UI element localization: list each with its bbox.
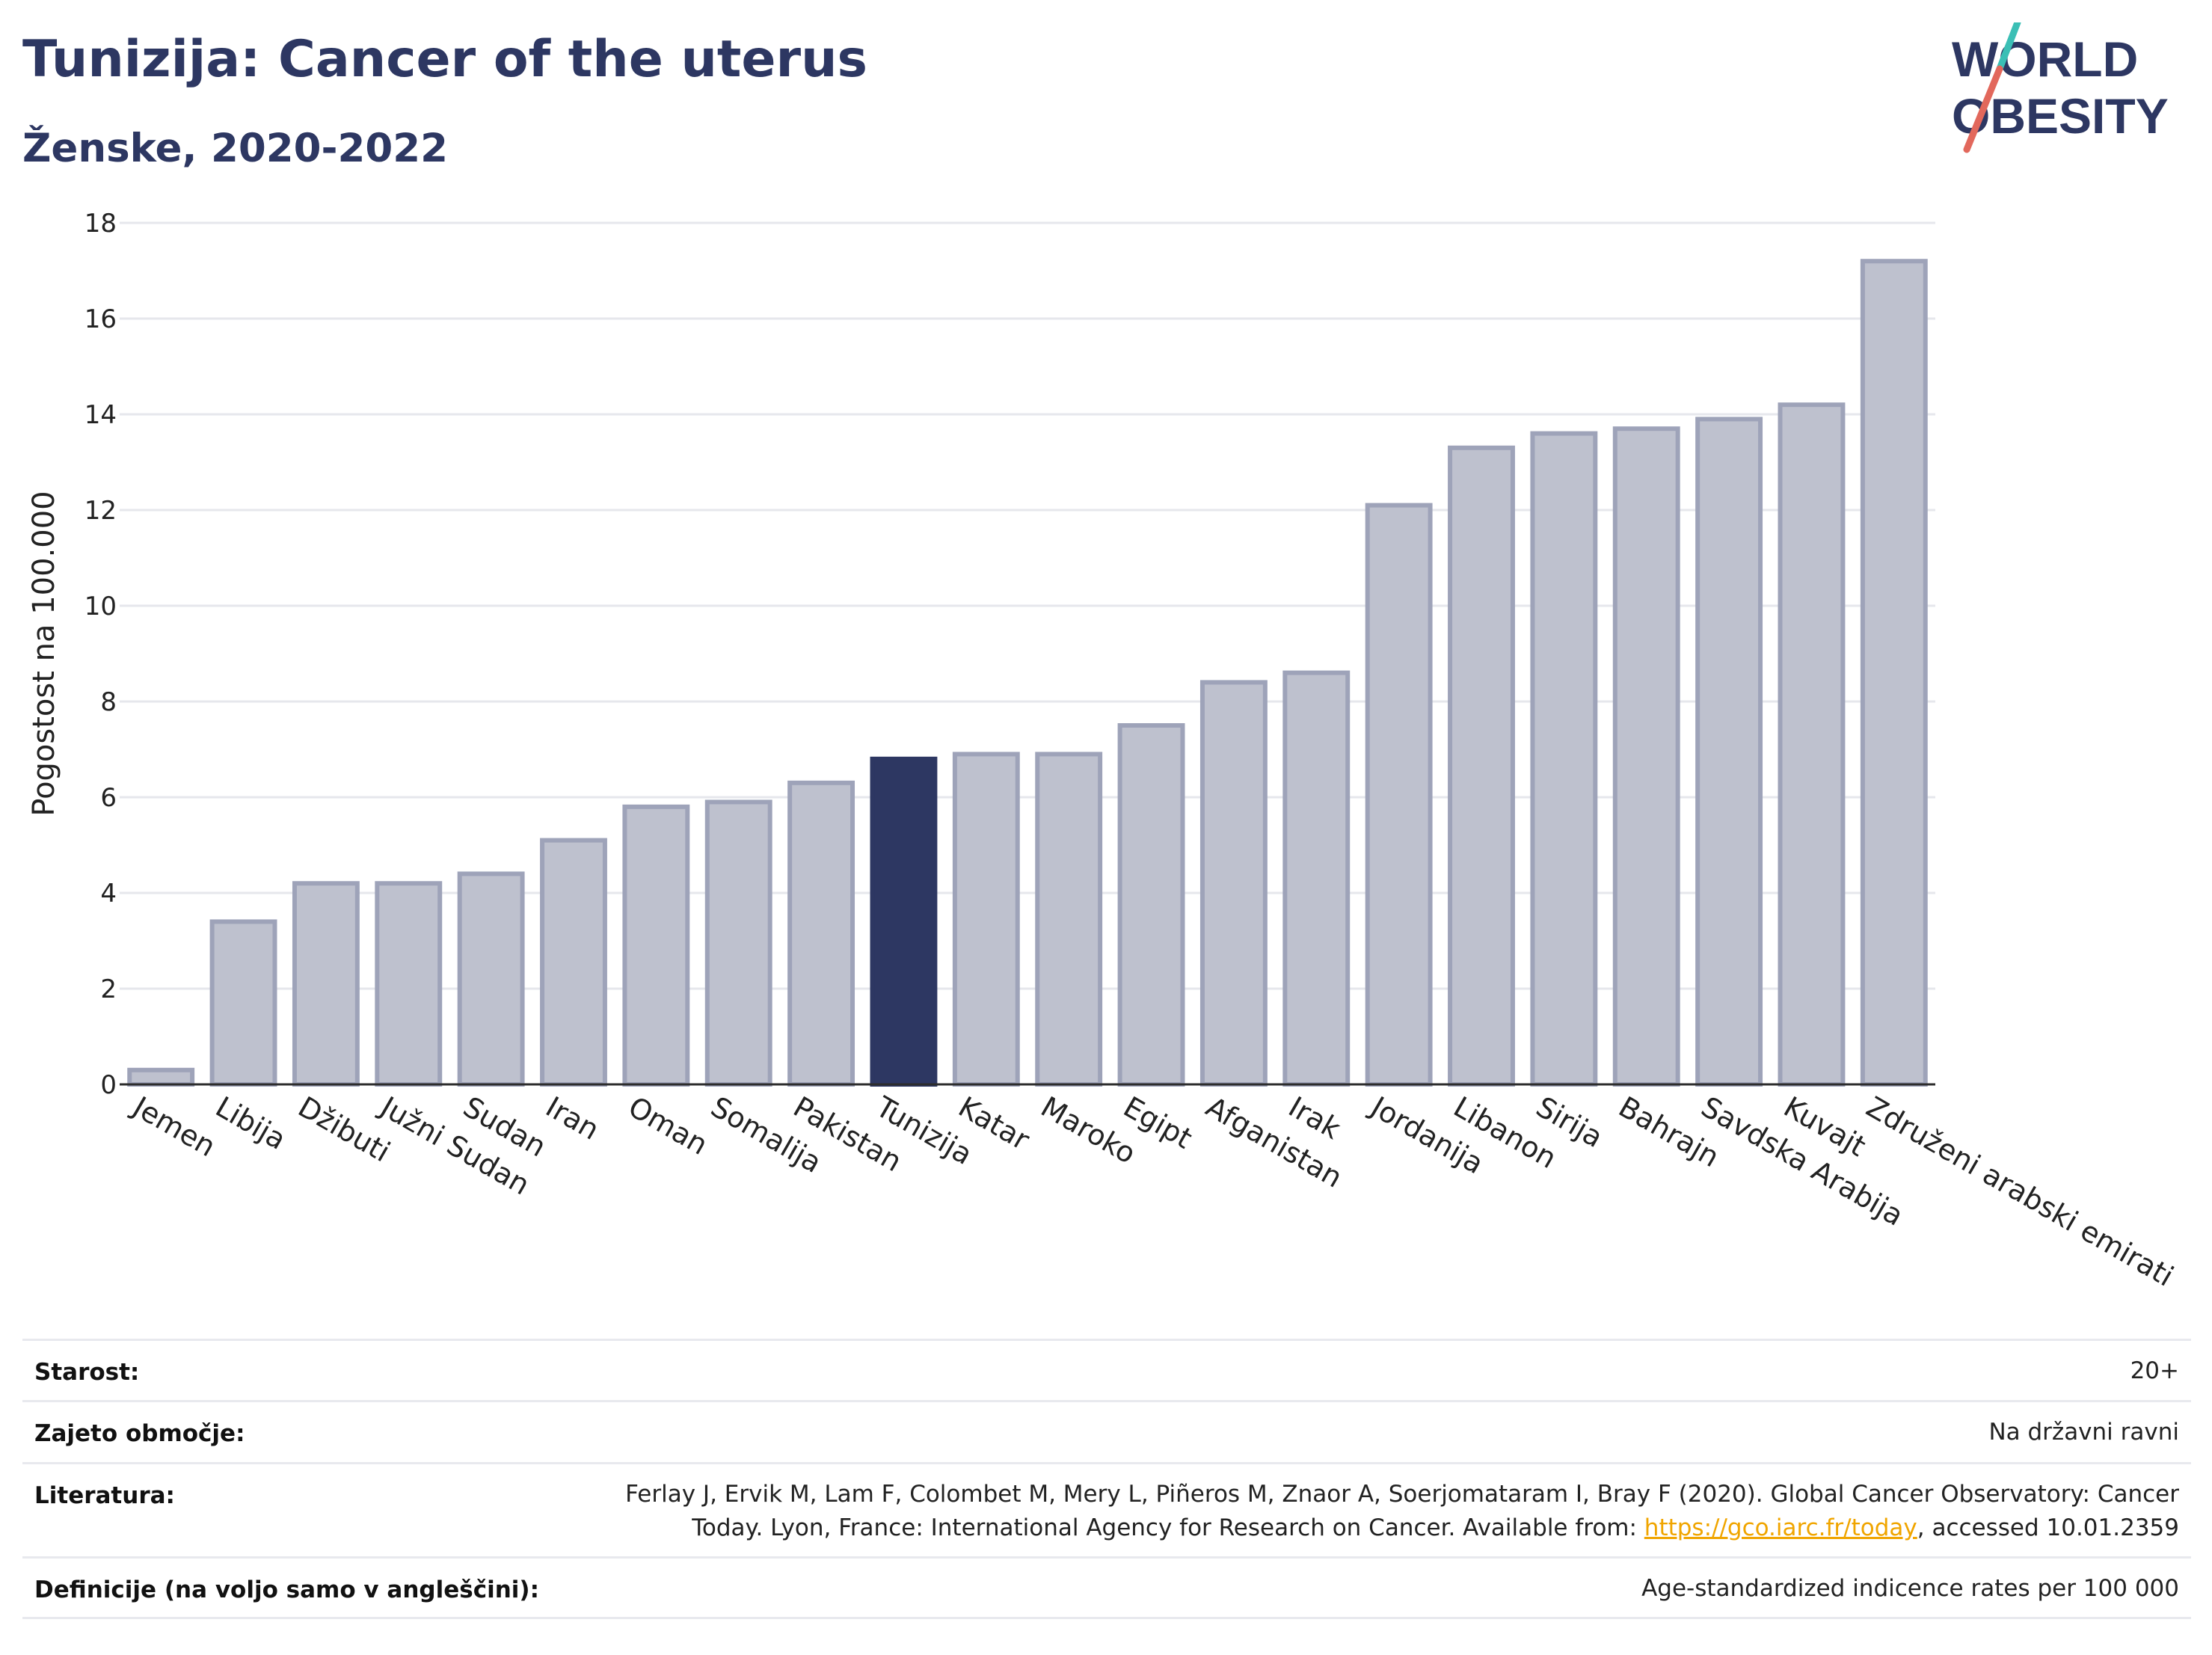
x-tick-label: Maroko	[1036, 1090, 1142, 1170]
meta-age-label: Starost:	[34, 1359, 140, 1386]
page-subtitle: Ženske, 2020-2022	[22, 126, 449, 171]
meta-row-definitions: Definicije (na voljo samo v angleščini):…	[22, 1556, 2191, 1619]
y-tick-label: 4	[100, 879, 117, 909]
literature-line-2-end: , accessed 10.01.2359	[1917, 1514, 2179, 1541]
literature-line-2-start: Today. Lyon, France: International Agenc…	[692, 1514, 1644, 1541]
metadata-bottom-border	[22, 1617, 2191, 1619]
bar	[1695, 417, 1763, 1087]
bar	[375, 881, 443, 1087]
bar	[292, 881, 360, 1087]
meta-row-age: Starost: 20+	[22, 1339, 2191, 1402]
bar	[1612, 426, 1680, 1087]
x-tick-label: Združeni arabski emirati	[1861, 1090, 2179, 1293]
meta-definitions-value: Age-standardized indicence rates per 100…	[1641, 1575, 2179, 1602]
y-tick-labels: 0 2 4 6 8 10 12 14 16 18	[85, 209, 117, 1100]
logo-text-world: WORLD	[1952, 31, 2138, 87]
y-tick-label: 16	[85, 304, 117, 334]
bar	[1448, 445, 1515, 1087]
bar	[1860, 259, 1928, 1087]
bar	[1530, 431, 1598, 1087]
meta-area-label: Zajeto območje:	[34, 1420, 245, 1447]
x-tick-label: Džibuti	[292, 1090, 396, 1169]
bar	[457, 871, 525, 1087]
world-obesity-logo: WORLD OBESITY	[1952, 22, 2169, 153]
bar	[1199, 680, 1268, 1087]
bar	[540, 838, 607, 1087]
y-tick-label: 8	[100, 687, 117, 717]
meta-definitions-label: Definicije (na voljo samo v angleščini):	[34, 1576, 539, 1603]
literature-line-1: Ferlay J, Ervik M, Lam F, Colombet M, Me…	[625, 1481, 2179, 1508]
literature-link[interactable]: https://gco.iarc.fr/today	[1644, 1514, 1917, 1541]
bar	[209, 919, 277, 1087]
bar	[1778, 402, 1846, 1087]
logo-slash-red-icon	[1963, 65, 2003, 153]
bar	[1282, 670, 1351, 1087]
bar	[952, 752, 1020, 1087]
x-tick-label: Libija	[210, 1090, 292, 1156]
meta-row-area: Zajeto območje: Na državni ravni	[22, 1400, 2191, 1464]
y-tick-label: 12	[85, 496, 117, 526]
page-title: Tunizija: Cancer of the uterus	[22, 30, 867, 89]
y-tick-label: 10	[85, 592, 117, 621]
meta-age-value: 20+	[2130, 1357, 2179, 1384]
meta-area-value: Na državni ravni	[1988, 1419, 2179, 1446]
bars	[127, 259, 1928, 1087]
y-tick-label: 6	[100, 783, 117, 813]
bar	[622, 804, 690, 1087]
y-tick-label: 2	[100, 974, 117, 1004]
bar	[704, 799, 772, 1087]
meta-literature-label: Literatura:	[34, 1482, 175, 1509]
literature-line-2: Today. Lyon, France: International Agenc…	[534, 1511, 2179, 1545]
x-tick-label: Oman	[623, 1090, 713, 1161]
bar	[1365, 503, 1433, 1087]
x-tick-label: Jemen	[126, 1090, 221, 1164]
bar	[870, 756, 938, 1087]
y-tick-label: 18	[85, 209, 117, 239]
y-axis-title: Pogostost na 100.000	[27, 491, 61, 816]
meta-literature-value: Ferlay J, Ervik M, Lam F, Colombet M, Me…	[534, 1478, 2179, 1545]
y-tick-label: 0	[100, 1070, 117, 1100]
meta-row-literature: Literatura: Ferlay J, Ervik M, Lam F, Co…	[22, 1462, 2191, 1559]
bar	[787, 780, 855, 1087]
y-tick-label: 14	[85, 400, 117, 430]
bar	[1117, 723, 1185, 1087]
logo-slash-teal-icon	[1996, 22, 2021, 73]
bar	[127, 1067, 195, 1087]
bar	[1035, 752, 1103, 1087]
